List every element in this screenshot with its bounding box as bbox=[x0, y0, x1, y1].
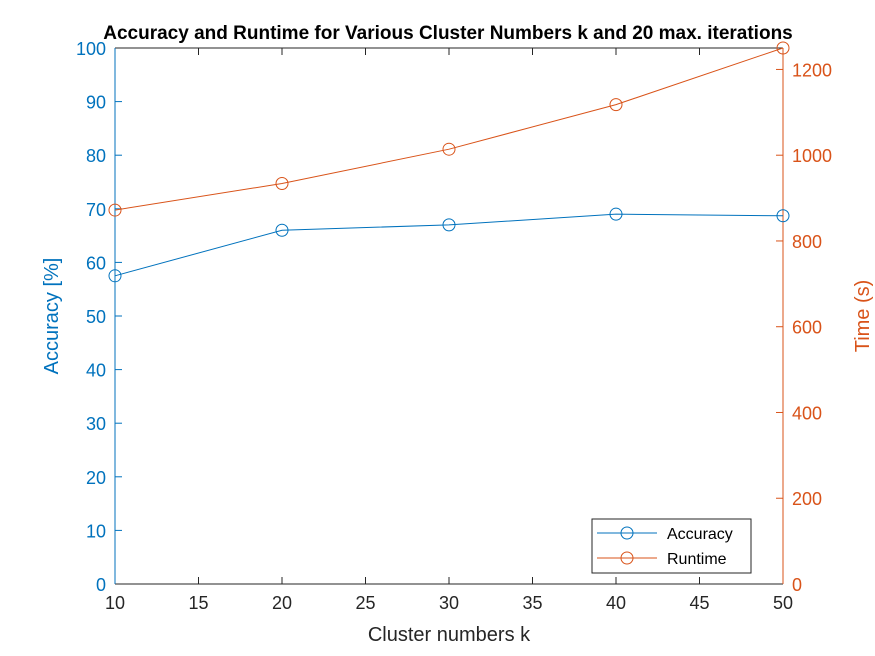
series-line-runtime bbox=[114, 47, 784, 211]
legend: Accuracy Runtime bbox=[591, 518, 752, 574]
y-left-tick-label: 70 bbox=[86, 200, 106, 220]
legend-marker-accuracy bbox=[620, 526, 634, 540]
y-right-axis-label: Time (s) bbox=[852, 280, 874, 353]
y-right-axis-ticks: 0 200 400 600 800 1000 1200 bbox=[776, 60, 832, 595]
y-left-tick-label: 100 bbox=[76, 39, 106, 59]
data-point-accuracy bbox=[776, 209, 790, 223]
y-right-tick-label: 600 bbox=[792, 318, 822, 338]
x-axis-label: Cluster numbers k bbox=[368, 624, 531, 646]
y-right-tick-label: 1200 bbox=[792, 60, 832, 80]
data-point-runtime bbox=[609, 98, 623, 112]
data-point-accuracy bbox=[609, 207, 623, 221]
y-left-tick-label: 50 bbox=[86, 307, 106, 327]
data-point-accuracy bbox=[108, 269, 122, 283]
y-left-tick-label: 20 bbox=[86, 468, 106, 488]
x-tick-label: 45 bbox=[689, 593, 709, 613]
x-tick-label: 50 bbox=[773, 593, 793, 613]
y-left-tick-label: 10 bbox=[86, 521, 106, 541]
data-point-runtime bbox=[108, 203, 122, 217]
legend-label-accuracy: Accuracy bbox=[667, 526, 733, 543]
x-tick-label: 25 bbox=[355, 593, 375, 613]
y-left-tick-label: 30 bbox=[86, 414, 106, 434]
x-axis-ticks: 10 15 20 25 30 35 40 45 50 bbox=[105, 48, 793, 613]
x-tick-label: 35 bbox=[522, 593, 542, 613]
x-tick-label: 20 bbox=[272, 593, 292, 613]
y-right-tick-label: 800 bbox=[792, 232, 822, 252]
x-tick-label: 15 bbox=[188, 593, 208, 613]
y-right-tick-label: 400 bbox=[792, 403, 822, 423]
data-point-accuracy bbox=[275, 223, 289, 237]
y-left-tick-label: 0 bbox=[96, 575, 106, 595]
chart-title: Accuracy and Runtime for Various Cluster… bbox=[103, 23, 793, 44]
y-left-tick-label: 40 bbox=[86, 361, 106, 381]
x-tick-label: 10 bbox=[105, 593, 125, 613]
series-layer bbox=[108, 41, 790, 283]
data-point-runtime bbox=[275, 177, 289, 191]
y-left-tick-label: 90 bbox=[86, 93, 106, 113]
legend-label-runtime: Runtime bbox=[667, 551, 727, 568]
y-left-axis-label: Accuracy [%] bbox=[41, 258, 63, 375]
y-right-tick-label: 1000 bbox=[792, 146, 832, 166]
data-point-runtime bbox=[442, 142, 456, 156]
data-point-accuracy bbox=[442, 218, 456, 232]
legend-box bbox=[591, 518, 752, 574]
y-right-tick-label: 200 bbox=[792, 489, 822, 509]
y-right-tick-label: 0 bbox=[792, 575, 802, 595]
plot-area bbox=[115, 48, 783, 584]
x-tick-label: 30 bbox=[439, 593, 459, 613]
y-left-tick-label: 80 bbox=[86, 146, 106, 166]
y-left-tick-label: 60 bbox=[86, 253, 106, 273]
x-tick-label: 40 bbox=[606, 593, 626, 613]
series-line-accuracy bbox=[114, 213, 784, 277]
legend-marker-runtime bbox=[620, 551, 634, 565]
y-left-axis-ticks: 0 10 20 30 40 50 60 70 80 90 100 bbox=[76, 39, 122, 595]
data-point-runtime bbox=[776, 41, 790, 55]
